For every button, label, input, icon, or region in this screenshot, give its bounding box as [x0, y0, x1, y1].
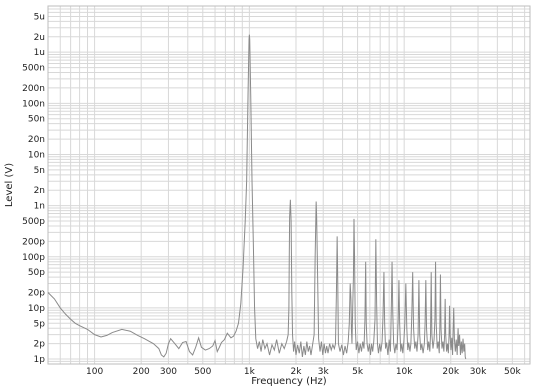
- y-tick-label: 1p: [34, 355, 46, 365]
- y-tick-label: 5n: [34, 166, 45, 176]
- y-tick-label: 5p: [34, 319, 46, 329]
- y-tick-label: 1u: [34, 48, 45, 58]
- y-tick-label: 2n: [34, 186, 45, 196]
- y-tick-label: 10p: [28, 304, 45, 314]
- y-tick-label: 500p: [22, 217, 45, 227]
- y-tick-label: 100p: [22, 253, 45, 263]
- y-tick-label: 20n: [28, 135, 45, 145]
- x-tick-label: 500: [194, 367, 211, 377]
- y-tick-label: 50p: [28, 268, 45, 278]
- x-tick-label: 20k: [442, 367, 459, 377]
- y-tick-label: 20p: [28, 289, 45, 299]
- x-tick-label: 200: [133, 367, 150, 377]
- y-tick-label: 50n: [28, 115, 45, 125]
- x-tick-label: 2k: [291, 367, 303, 377]
- y-axis-ticks: 5u 2u 1u 500n 200n 100n 50n 20n 10n 5n 2n 1n 500p 200…: [22, 12, 45, 365]
- y-tick-label: 2u: [34, 33, 45, 43]
- y-tick-label: 1n: [34, 202, 45, 212]
- x-tick-label: 100: [86, 367, 103, 377]
- x-tick-label: 1k: [244, 367, 256, 377]
- spectrum-series-line: [47, 34, 467, 360]
- x-axis-ticks: 100 200 300 500 1k 2k 3k 5k 10k 20k 30k 50k: [86, 367, 521, 377]
- x-tick-label: 300: [160, 367, 177, 377]
- x-axis-title: Frequency (Hz): [251, 376, 327, 387]
- x-tick-label: 30k: [470, 367, 487, 377]
- plot-frame: [47, 5, 531, 365]
- x-tick-label: 50k: [504, 367, 521, 377]
- x-tick-label: 5k: [352, 367, 364, 377]
- y-tick-label: 500n: [22, 64, 45, 74]
- y-axis-title: Level (V): [4, 163, 15, 207]
- y-tick-label: 200n: [22, 84, 45, 94]
- y-tick-label: 10n: [28, 150, 45, 160]
- x-tick-label: 10k: [396, 367, 413, 377]
- y-tick-label: 5u: [34, 12, 45, 22]
- y-tick-label: 100n: [22, 99, 45, 109]
- y-tick-label: 200p: [22, 237, 45, 247]
- y-tick-label: 2p: [34, 340, 46, 350]
- x-tick-label: 3k: [318, 367, 330, 377]
